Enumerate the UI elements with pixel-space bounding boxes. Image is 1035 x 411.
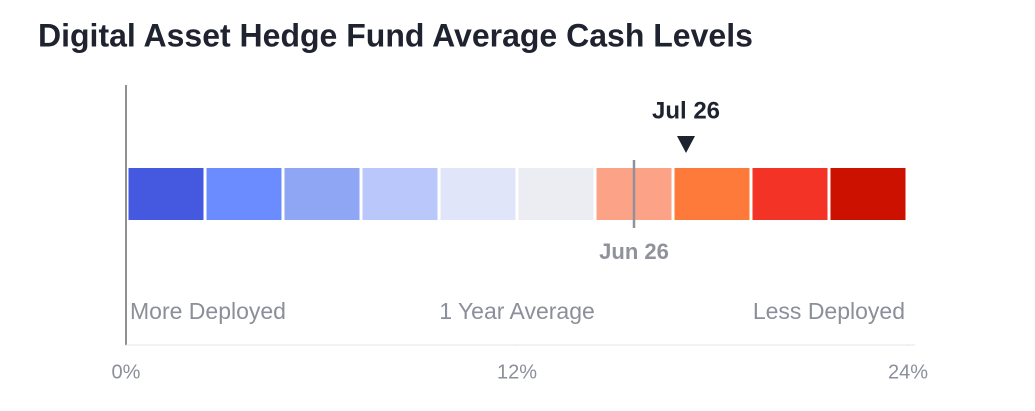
gauge-segment	[362, 168, 438, 220]
x-tick-label: 0%	[112, 361, 141, 383]
x-tick-label: 12%	[497, 361, 537, 383]
gauge-segment	[674, 168, 750, 220]
gauge-segment	[128, 168, 204, 220]
marker-pointer	[677, 136, 695, 153]
annotation: More Deployed	[130, 298, 286, 324]
gauge-segment	[440, 168, 516, 220]
annotation: Less Deployed	[753, 298, 905, 324]
x-tick-label: 24%	[888, 361, 928, 383]
gauge-segment	[284, 168, 360, 220]
gauge-segment	[830, 168, 906, 220]
gauge-segment	[518, 168, 594, 220]
gauge-segment	[206, 168, 282, 220]
marker-label: Jul 26	[652, 97, 720, 124]
gauge-segment	[752, 168, 828, 220]
annotation: 1 Year Average	[439, 298, 595, 324]
chart-title: Digital Asset Hedge Fund Average Cash Le…	[38, 17, 753, 53]
marker-label: Jun 26	[599, 239, 669, 264]
